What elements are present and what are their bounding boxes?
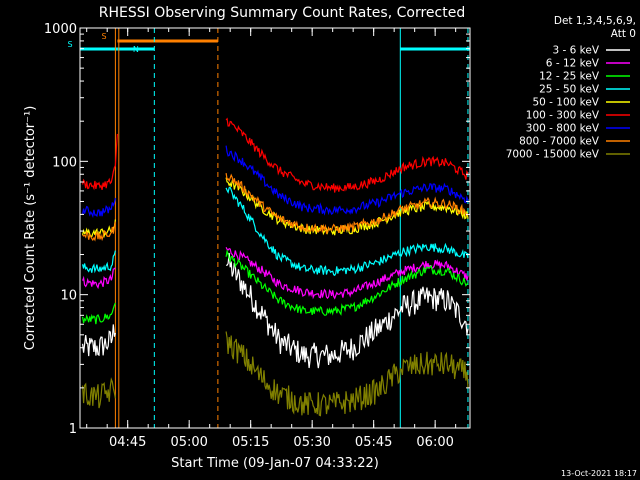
- series-line: [82, 324, 116, 357]
- timestamp: 13-Oct-2021 18:17: [561, 469, 637, 478]
- legend-label: 6 - 12 keV: [546, 58, 600, 70]
- legend-label: 50 - 100 keV: [532, 97, 599, 109]
- legend-label: 100 - 300 keV: [526, 110, 600, 122]
- series-100-300kev: [82, 117, 469, 193]
- legend-label: 800 - 7000 keV: [519, 136, 600, 148]
- flag-label: N: [133, 45, 139, 54]
- series-800-7000kev: [82, 173, 469, 242]
- series-line: [225, 186, 469, 277]
- series-6-12kev: [82, 247, 469, 300]
- x-tick-label: 05:45: [355, 435, 392, 450]
- series-line: [82, 250, 116, 274]
- series-line: [82, 197, 116, 219]
- series-line: [225, 247, 469, 300]
- series-line: [225, 173, 469, 235]
- series-line: [82, 221, 116, 242]
- series-line: [82, 219, 116, 239]
- series-line: [82, 302, 116, 325]
- series-line: [225, 145, 469, 216]
- series-3-6kev: [82, 252, 469, 369]
- series-line: [82, 267, 116, 290]
- legend-header: Att 0: [611, 28, 636, 40]
- series-line: [225, 331, 469, 417]
- x-tick-label: 04:45: [109, 435, 146, 450]
- series-line: [225, 117, 469, 193]
- series-25-50kev: [82, 186, 469, 277]
- series-line: [82, 377, 116, 409]
- x-tick-label: 05:00: [170, 435, 207, 450]
- y-tick-label: 100: [52, 155, 77, 170]
- x-axis-label: Start Time (09-Jan-07 04:33:22): [171, 456, 379, 471]
- axes: 04:45 05:00 05:15 05:30 05:45 06:00 1 10 100 1000: [44, 22, 470, 450]
- legend-label: 12 - 25 keV: [539, 71, 600, 83]
- plot-frame: [79, 27, 471, 429]
- series-line: [226, 252, 469, 369]
- x-tick-label: 05:30: [293, 435, 330, 450]
- legend-label: 3 - 6 keV: [552, 45, 599, 57]
- y-tick-label: 10: [60, 289, 77, 304]
- series-layer: [82, 117, 469, 417]
- legend-label: 7000 - 15000 keV: [506, 149, 600, 161]
- legend-header: Det 1,3,4,5,6,9,: [554, 15, 636, 27]
- chart-title: RHESSI Observing Summary Count Rates, Co…: [99, 5, 465, 21]
- series-line: [82, 133, 118, 191]
- series-line: [225, 248, 469, 316]
- flag-label: S: [67, 40, 72, 49]
- y-tick-label: 1: [69, 422, 77, 437]
- y-axis-label: Corrected Count Rate (s⁻¹ detector⁻¹): [23, 106, 38, 351]
- x-tick-label: 06:00: [416, 435, 453, 450]
- legend-label: 25 - 50 keV: [539, 84, 600, 96]
- flag-label: S: [101, 32, 106, 41]
- x-tick-label: 05:15: [232, 435, 269, 450]
- series-50-100kev: [82, 177, 469, 239]
- y-tick-label: 1000: [44, 22, 77, 37]
- series-300-800kev: [82, 145, 469, 219]
- series-line: [225, 177, 469, 236]
- series-7000-15000kev: [82, 331, 469, 417]
- flag-bars: S S N: [67, 32, 470, 54]
- series-12-25kev: [82, 248, 469, 325]
- legend-label: 300 - 800 keV: [526, 123, 600, 135]
